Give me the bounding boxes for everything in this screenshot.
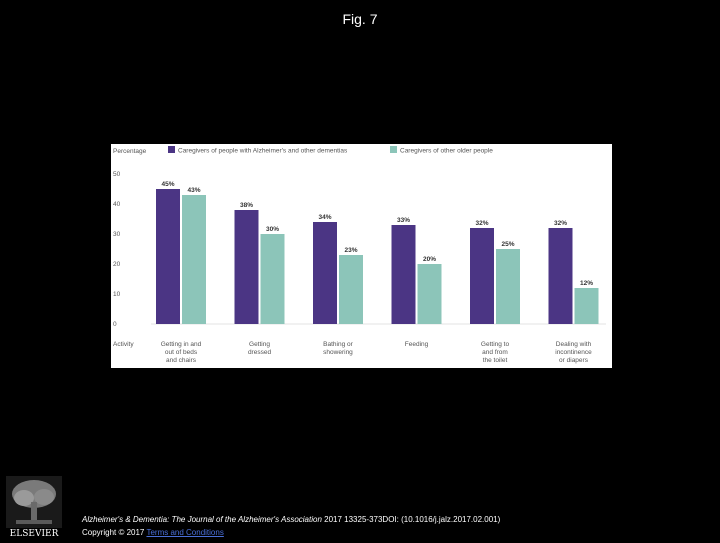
bar-1	[156, 189, 180, 324]
bar-value-label: 45%	[161, 181, 174, 188]
bar-value-label: 32%	[475, 220, 488, 227]
bar-chart: Percentage 0 10 20 30 40 50 Caregivers of peopl…	[113, 146, 606, 364]
legend-label-series2: Caregivers of other older people	[400, 148, 493, 155]
bar-2	[417, 264, 442, 324]
bar-2	[260, 234, 285, 324]
copyright-line: Copyright © 2017 Terms and Conditions	[82, 528, 224, 537]
bar-2	[574, 288, 599, 324]
x-tick-label: incontinence	[555, 349, 592, 356]
x-tick-label: and chairs	[166, 357, 197, 364]
terms-link[interactable]: Terms and Conditions	[146, 528, 224, 537]
citation-journal: Alzheimer's & Dementia: The Journal of t…	[82, 515, 322, 524]
logo-wordmark: ELSEVIER	[10, 529, 59, 538]
bar-2	[496, 249, 520, 324]
x-tick-label: Getting	[249, 341, 270, 348]
y-axis-label: Percentage	[113, 148, 147, 155]
bar-value-label: 32%	[554, 220, 567, 227]
x-tick-label: showering	[323, 349, 353, 356]
x-tick-label: Getting in and	[161, 341, 202, 348]
x-tick-label: the toilet	[483, 357, 508, 364]
figure-title: Fig. 7	[342, 11, 378, 27]
bar-2	[339, 255, 363, 324]
bar-1	[548, 228, 573, 324]
bar-value-label: 34%	[318, 214, 331, 221]
bar-value-label: 20%	[423, 256, 436, 263]
bar-1	[391, 225, 416, 324]
legend-label-series1: Caregivers of people with Alzheimer's an…	[178, 148, 348, 155]
bar-value-label: 38%	[240, 202, 253, 209]
x-tick-label: and from	[482, 349, 508, 356]
x-tick-label: or diapers	[559, 357, 589, 364]
bar-value-label: 30%	[266, 226, 279, 233]
bar-2	[182, 195, 206, 324]
citation: Alzheimer's & Dementia: The Journal of t…	[82, 515, 500, 524]
x-tick-label: Dealing with	[556, 341, 592, 348]
citation-doi: 2017 13325-373DOI: (10.1016/j.jalz.2017.…	[324, 515, 501, 524]
y-tick-label: 30	[113, 231, 121, 238]
bar-1	[470, 228, 494, 324]
y-tick-label: 0	[113, 321, 117, 328]
copyright-text: Copyright © 2017	[82, 528, 145, 537]
y-tick-label: 20	[113, 261, 121, 268]
x-tick-label: Bathing or	[323, 341, 353, 348]
bar-value-label: 12%	[580, 280, 593, 287]
x-tick-label: Getting to	[481, 341, 510, 348]
legend-swatch-series1	[168, 146, 175, 153]
bar-value-label: 25%	[501, 241, 514, 248]
x-axis-label: Activity	[113, 341, 134, 348]
bar-value-label: 43%	[187, 187, 200, 194]
elsevier-logo: ELSEVIER	[6, 476, 62, 539]
y-tick-label: 40	[113, 201, 121, 208]
y-tick-label: 50	[113, 171, 121, 178]
bar-1	[234, 210, 259, 324]
bar-value-label: 33%	[397, 217, 410, 224]
chart-panel: Percentage 0 10 20 30 40 50 Caregivers of peopl…	[111, 144, 612, 368]
bar-value-label: 23%	[344, 247, 357, 254]
x-tick-label: dressed	[248, 349, 272, 356]
y-tick-label: 10	[113, 291, 121, 298]
x-tick-label: Feeding	[405, 341, 429, 348]
x-tick-label: out of beds	[165, 349, 198, 356]
legend-swatch-series2	[390, 146, 397, 153]
bar-1	[313, 222, 337, 324]
